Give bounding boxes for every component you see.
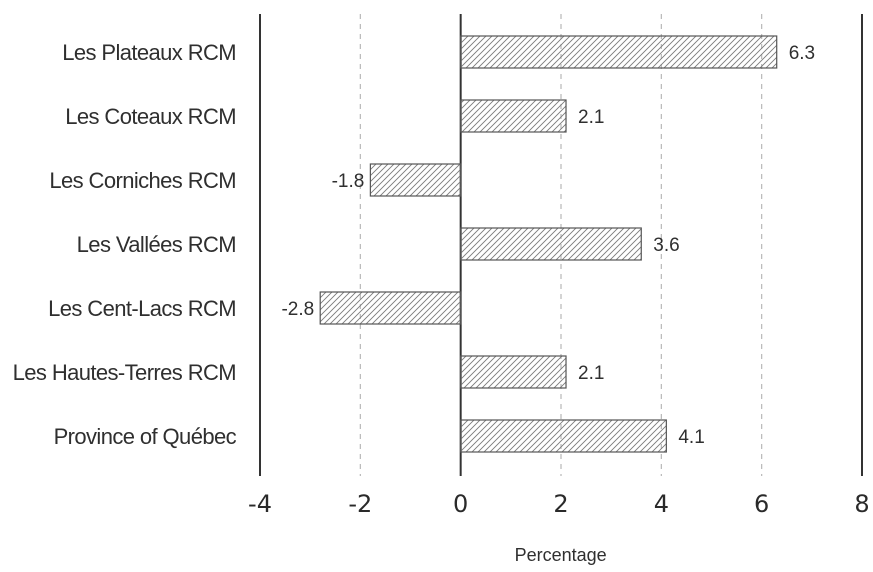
x-tick-label: 2 (553, 490, 568, 518)
x-tick-label: 0 (453, 490, 468, 518)
bar (460, 419, 667, 453)
x-tick-label: -2 (348, 490, 372, 518)
data-label: 2.1 (578, 107, 604, 128)
category-label: Les Hautes-Terres RCM (13, 360, 236, 385)
bars (319, 35, 778, 453)
x-tick-labels: -4 -2 0 2 4 6 8 (248, 490, 870, 518)
data-label: 4.1 (678, 427, 704, 448)
data-label: 3.6 (653, 235, 679, 256)
category-label: Province of Québec (54, 424, 237, 449)
data-label: 6.3 (789, 43, 815, 64)
category-labels: Les Plateaux RCM Les Coteaux RCM Les Corni… (13, 40, 238, 449)
category-label: Les Vallées RCM (77, 232, 236, 257)
bar (460, 99, 567, 133)
value-labels: 6.3 2.1 -1.8 3.6 -2.8 2.1 4.1 (281, 43, 815, 448)
category-label: Les Plateaux RCM (62, 40, 236, 65)
bar (460, 35, 778, 69)
x-tick-label: 8 (854, 490, 869, 518)
bar (460, 355, 567, 389)
x-axis-title: Percentage (515, 545, 607, 565)
category-label: Les Cent-Lacs RCM (48, 296, 236, 321)
x-tick-label: 6 (754, 490, 769, 518)
bar (369, 163, 462, 197)
data-label: -1.8 (332, 171, 365, 192)
category-label: Les Corniches RCM (49, 168, 236, 193)
data-label: 2.1 (578, 363, 604, 384)
bar (460, 227, 642, 261)
x-tick-label: 4 (654, 490, 669, 518)
x-tick-label: -4 (248, 490, 272, 518)
category-label: Les Coteaux RCM (65, 104, 236, 129)
bar (319, 291, 462, 325)
data-label: -2.8 (281, 299, 314, 320)
